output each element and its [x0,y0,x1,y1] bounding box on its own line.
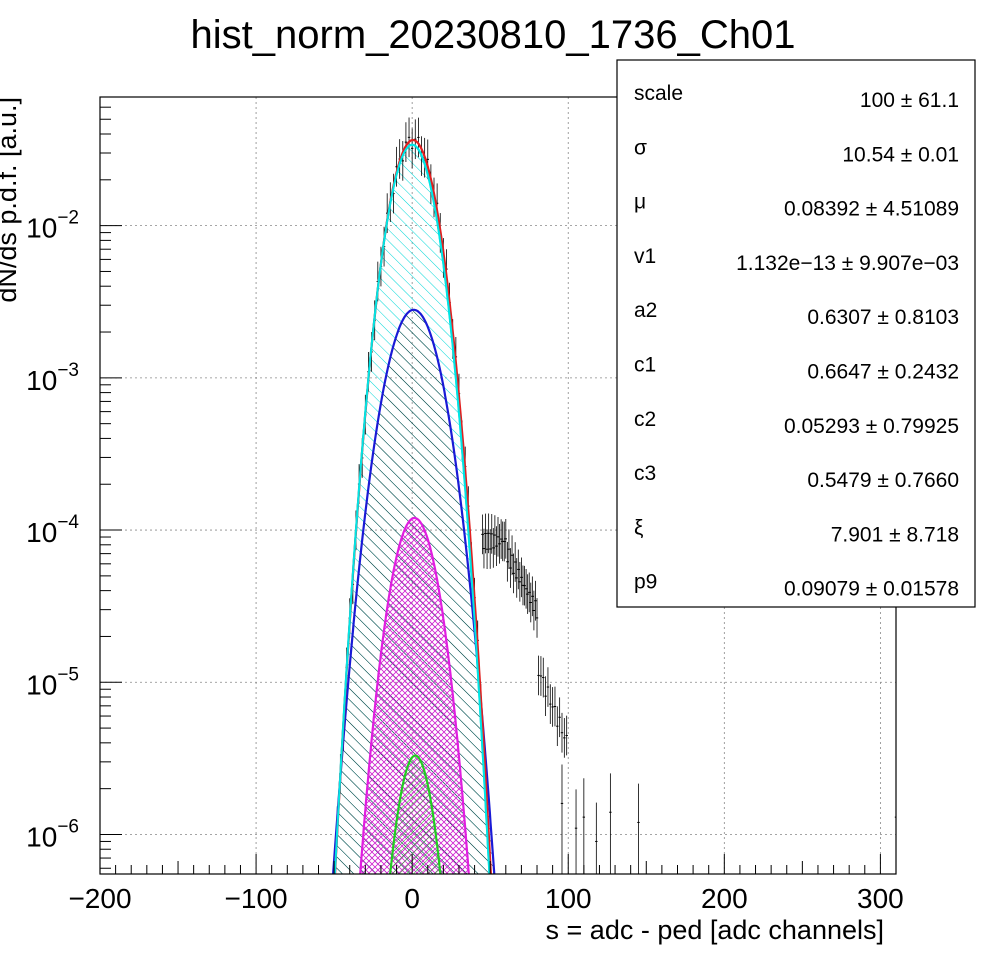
component-curve [359,516,470,874]
component-curve [389,754,442,874]
stats-param-name: c3 [634,462,656,485]
stats-param-name: μ [634,191,646,214]
y-tick-base: 10 [26,669,57,700]
x-tick-label: 0 [404,883,420,914]
stats-param-value: 0.5479 ± 0.7660 [807,469,959,492]
component-fill [390,755,441,874]
x-axis-label: s = adc - ped [adc channels] [546,915,884,945]
stats-param-value: 0.08392 ± 4.51089 [784,198,959,221]
stats-param-value: 7.901 ± 8.718 [831,523,959,546]
y-tick-base: 10 [26,365,57,396]
stats-box: scale 100 ± 61.1 σ 10.54 ± 0.01 μ 0.08392 ± 4… [616,59,976,608]
y-tick-base: 10 [26,213,57,244]
stats-param-value: 100 ± 61.1 [860,89,959,112]
x-tick-label: −200 [68,883,131,914]
stats-rows: scale 100 ± 61.1 σ 10.54 ± 0.01 μ 0.08392 ± 4… [634,82,959,601]
y-tick-exponent: −3 [57,360,79,381]
stats-param-name: scale [634,82,683,105]
y-tick-exponent: −4 [57,512,79,533]
y-tick-label: 10−4 [26,512,79,548]
y-tick-base: 10 [26,821,57,852]
fit-curves [332,138,496,874]
y-tick-exponent: −6 [57,816,79,837]
stats-param-name: p9 [634,571,657,594]
stats-param-value: 1.132e−13 ± 9.907e−03 [736,252,959,275]
y-tick-exponent: −5 [57,664,79,685]
stats-param-name: σ [634,136,647,159]
component-fill [360,518,469,874]
chart-title: hist_norm_20230810_1736_Ch01 [191,13,796,57]
stats-param-value: 0.6307 ± 0.8103 [807,306,959,329]
stats-param-name: ξ [634,516,643,539]
stats-param-value: 10.54 ± 0.01 [842,143,959,166]
stats-param-name: v1 [634,245,656,268]
x-tick-label: 200 [701,883,748,914]
component-curve [332,308,496,874]
stats-param-value: 0.09079 ± 0.01578 [784,578,959,601]
y-tick-label: 10−2 [26,208,79,244]
y-tick-label: 10−6 [26,816,79,852]
stats-box-frame [616,59,976,608]
stats-param-name: c2 [634,408,656,431]
x-tick-label: 100 [545,883,592,914]
y-tick-exponent: −2 [57,208,79,229]
x-tick-label: 300 [857,883,904,914]
stats-param-value: 0.05293 ± 0.79925 [784,415,959,438]
component-curve [333,143,491,874]
y-tick-label: 10−5 [26,664,79,700]
y-tick-label: 10−3 [26,360,79,396]
y-axis-label: dN/ds p.d.f. [a.u.] [0,97,22,303]
stats-param-value: 0.6647 ± 0.2432 [807,361,959,384]
stats-param-name: c1 [634,354,656,377]
stats-param-name: a2 [634,299,657,322]
y-tick-base: 10 [26,517,57,548]
x-tick-label: −100 [225,883,288,914]
